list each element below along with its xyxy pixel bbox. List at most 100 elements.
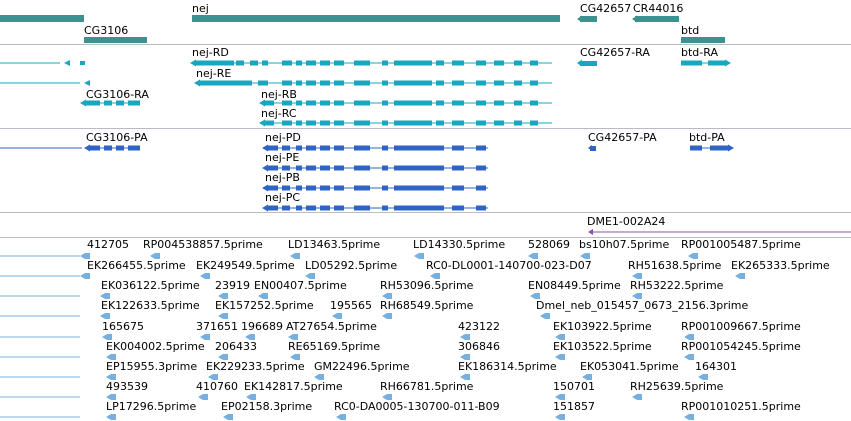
est-block[interactable] bbox=[637, 293, 642, 299]
protein-nej-pd-exon[interactable] bbox=[354, 145, 370, 151]
est-block[interactable] bbox=[560, 354, 565, 360]
transcript-nej-rc-exon[interactable] bbox=[452, 120, 464, 126]
est-label[interactable]: 371651 bbox=[196, 320, 238, 333]
protein-nej-isoform-exon[interactable] bbox=[296, 205, 302, 211]
protein-cg3106-pa-exon[interactable] bbox=[90, 145, 100, 151]
est-block[interactable] bbox=[560, 394, 565, 400]
est-label[interactable]: RP001054245.5prime bbox=[681, 340, 801, 353]
transcript-nej-re-exon[interactable] bbox=[436, 80, 444, 86]
est-label[interactable]: LD05292.5prime bbox=[305, 259, 398, 272]
est-label[interactable]: EK053041.5prime bbox=[580, 360, 679, 373]
protein-nej-isoform-exon[interactable] bbox=[282, 205, 290, 211]
est-label[interactable]: 528069 bbox=[528, 238, 570, 251]
transcript-nej-rd-exon[interactable] bbox=[236, 60, 244, 66]
est-label[interactable]: 206433 bbox=[215, 340, 257, 353]
transcript-strand-arrow[interactable] bbox=[64, 60, 70, 66]
est-block[interactable] bbox=[387, 293, 392, 299]
est-label[interactable]: 150701 bbox=[553, 380, 595, 393]
est-block[interactable] bbox=[295, 253, 300, 259]
transcript-nej-rb-exon[interactable] bbox=[530, 100, 538, 106]
transcript-nej-rc-exon[interactable] bbox=[514, 120, 522, 126]
transcript-nej-rc-strand-arrow[interactable] bbox=[259, 119, 265, 127]
est-block[interactable] bbox=[560, 334, 565, 340]
transcript-nej-rd-exon[interactable] bbox=[196, 60, 234, 66]
est-block[interactable] bbox=[435, 273, 440, 279]
est-block[interactable] bbox=[560, 414, 565, 420]
est-label[interactable]: RE65169.5prime bbox=[288, 340, 381, 353]
est-arrow[interactable] bbox=[80, 253, 85, 259]
protein-label-nej-pb[interactable]: nej-PB bbox=[265, 171, 300, 184]
est-block[interactable] bbox=[689, 334, 694, 340]
protein-cg3106-pa-strand-arrow[interactable] bbox=[84, 144, 90, 152]
est-arrow[interactable] bbox=[288, 334, 293, 340]
est-block[interactable] bbox=[105, 293, 110, 299]
est-label[interactable]: EK103922.5prime bbox=[553, 320, 652, 333]
protein-nej-isoform-exon[interactable] bbox=[296, 185, 302, 191]
protein-strand-arrow[interactable] bbox=[588, 145, 592, 151]
protein-label-cg42657-pa[interactable]: CG42657-PA bbox=[588, 131, 657, 144]
est-arrow[interactable] bbox=[218, 293, 223, 299]
est-label[interactable]: RC0-DA0005-130700-011-B09 bbox=[334, 400, 500, 413]
transcript-strand-arrow[interactable] bbox=[84, 80, 90, 86]
transcript-nej-rb-exon[interactable] bbox=[452, 100, 464, 106]
est-block[interactable] bbox=[465, 334, 470, 340]
protein-nej-isoform-exon[interactable] bbox=[476, 165, 486, 171]
est-block[interactable] bbox=[587, 374, 592, 380]
est-block[interactable] bbox=[693, 253, 698, 259]
transcript-btd-ra-exon[interactable] bbox=[708, 60, 725, 66]
transcript-nej-re-exon[interactable] bbox=[320, 80, 330, 86]
protein-nej-pd-exon[interactable] bbox=[382, 145, 388, 151]
transcript-nej-rb-exon[interactable] bbox=[334, 100, 344, 106]
protein-nej-isoform-exon[interactable] bbox=[296, 165, 302, 171]
transcript-exon[interactable] bbox=[580, 61, 597, 66]
transcript-nej-rd-exon[interactable] bbox=[262, 60, 268, 66]
protein-nej-isoform-exon[interactable] bbox=[382, 185, 388, 191]
est-block[interactable] bbox=[293, 334, 298, 340]
transcript-nej-rd-exon[interactable] bbox=[514, 60, 522, 66]
est-block[interactable] bbox=[111, 374, 116, 380]
transcript-nej-rb-exon[interactable] bbox=[382, 100, 388, 106]
transcript-nej-rc-exon[interactable] bbox=[436, 120, 444, 126]
protein-nej-pd-exon[interactable] bbox=[320, 145, 330, 151]
protein-nej-isoform-strand-arrow[interactable] bbox=[262, 204, 268, 212]
est-label[interactable]: RP004538857.5prime bbox=[143, 238, 263, 251]
est-label[interactable]: LD14330.5prime bbox=[413, 238, 506, 251]
est-label[interactable]: RH53222.5prime bbox=[630, 279, 724, 292]
est-label[interactable]: RH51638.5prime bbox=[628, 259, 722, 272]
transcript-nej-rd-exon[interactable] bbox=[296, 60, 302, 66]
transcript-nej-rb-exon[interactable] bbox=[514, 100, 522, 106]
est-arrow[interactable] bbox=[106, 374, 111, 380]
gene-label-cg3106[interactable]: CG3106 bbox=[84, 24, 129, 37]
transcript-nej-rb-exon[interactable] bbox=[306, 100, 316, 106]
est-arrow[interactable] bbox=[430, 273, 435, 279]
est-arrow[interactable] bbox=[555, 394, 560, 400]
est-block[interactable] bbox=[740, 273, 745, 279]
gene-glyph-nej[interactable] bbox=[192, 15, 560, 22]
protein-nej-isoform-exon[interactable] bbox=[282, 185, 290, 191]
transcript-nej-rd-strand-arrow[interactable] bbox=[190, 59, 196, 67]
est-label[interactable]: 493539 bbox=[106, 380, 148, 393]
est-label[interactable]: bs10h07.5prime bbox=[579, 238, 670, 251]
est-arrow[interactable] bbox=[198, 394, 203, 400]
transcript-nej-re-exon[interactable] bbox=[494, 80, 504, 86]
gene-glyph-cg3106-left[interactable] bbox=[0, 15, 84, 22]
transcript-nej-rb-exon[interactable] bbox=[320, 100, 330, 106]
transcript-nej-rd-exon[interactable] bbox=[334, 60, 344, 66]
est-block[interactable] bbox=[85, 273, 90, 279]
est-arrow[interactable] bbox=[632, 394, 637, 400]
est-label[interactable]: EP02158.3prime bbox=[221, 400, 313, 413]
est-arrow[interactable] bbox=[382, 293, 387, 299]
est-arrow[interactable] bbox=[258, 293, 263, 299]
est-block[interactable] bbox=[111, 414, 116, 420]
est-block[interactable] bbox=[387, 313, 392, 319]
est-label[interactable]: EK103522.5prime bbox=[553, 340, 652, 353]
transcript-nej-re-exon[interactable] bbox=[452, 80, 464, 86]
protein-nej-pd-exon[interactable] bbox=[394, 145, 444, 151]
gene-glyph-btd[interactable] bbox=[681, 37, 725, 43]
transcript-label-cg42657-ra[interactable]: CG42657-RA bbox=[580, 46, 650, 59]
protein-label-cg3106-pa[interactable]: CG3106-PA bbox=[86, 131, 148, 144]
est-block[interactable] bbox=[545, 313, 550, 319]
protein-nej-isoform-exon[interactable] bbox=[354, 205, 370, 211]
protein-cg3106-pa-exon[interactable] bbox=[104, 145, 112, 151]
est-block[interactable] bbox=[465, 374, 470, 380]
